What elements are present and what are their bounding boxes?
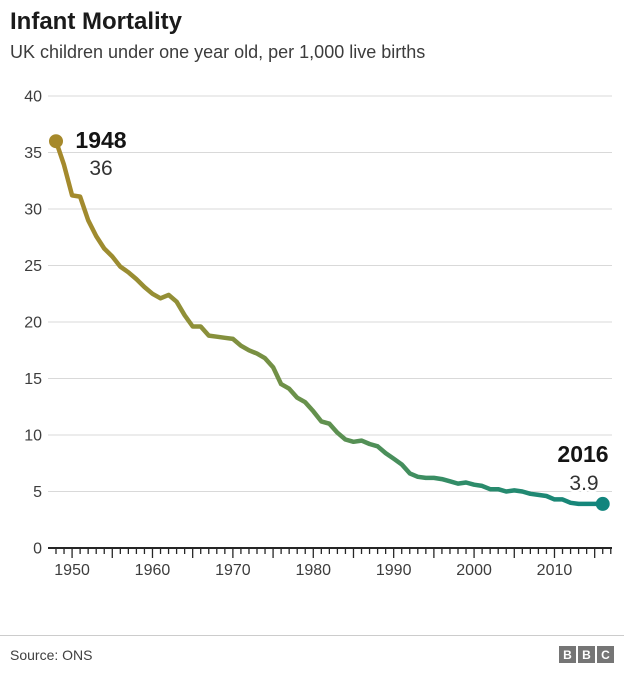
x-tick-label: 1970 [215, 562, 251, 579]
source-label: Source: ONS [10, 646, 93, 663]
bbc-logo-letter: B [559, 646, 576, 663]
x-tick-label: 2010 [537, 562, 573, 579]
page-subtitle: UK children under one year old, per 1,00… [10, 42, 426, 62]
x-tick-label: 1990 [376, 562, 412, 579]
y-tick-label: 5 [33, 484, 42, 501]
y-tick-label: 40 [24, 89, 42, 106]
gridlines-layer: 0 5 10 15 20 25 30 35 40 [24, 89, 612, 558]
annotations-layer: 1948 36 2016 3.9 [73, 125, 611, 498]
x-tick-label: 1980 [295, 562, 331, 579]
y-tick-label: 10 [24, 428, 42, 445]
bbc-logo-letter: B [578, 646, 595, 663]
x-tick-label: 2000 [456, 562, 492, 579]
end-point-dot [595, 496, 610, 511]
end-value-annotation: 3.9 [569, 472, 598, 495]
end-year-annotation: 2016 [557, 441, 608, 467]
y-tick-label: 15 [24, 371, 42, 388]
y-tick-label: 0 [33, 541, 42, 558]
y-tick-label: 20 [24, 315, 42, 332]
series-layer [49, 134, 610, 511]
start-year-annotation: 1948 [75, 127, 126, 153]
mortality-line [53, 138, 605, 507]
infant-mortality-line-chart: 0 5 10 15 20 25 30 35 40 1950 1960 1970 1980 1990 200… [24, 89, 612, 579]
x-tick-label: 1960 [135, 562, 171, 579]
x-tick-label: 1950 [54, 562, 90, 579]
start-value-annotation: 36 [89, 157, 112, 180]
start-point-dot [49, 134, 63, 149]
y-tick-label: 25 [24, 258, 42, 275]
chart-footer: Source: ONS B B C [0, 635, 624, 673]
chart-header: Infant Mortality UK children under one y… [0, 0, 624, 62]
bbc-logo-letter: C [597, 646, 614, 663]
y-tick-label: 30 [24, 202, 42, 219]
axis-layer: 1950 1960 1970 1980 1990 2000 2010 [48, 547, 612, 579]
bbc-logo: B B C [559, 646, 614, 663]
page-title: Infant Mortality [10, 8, 182, 35]
y-tick-label: 35 [24, 145, 42, 162]
